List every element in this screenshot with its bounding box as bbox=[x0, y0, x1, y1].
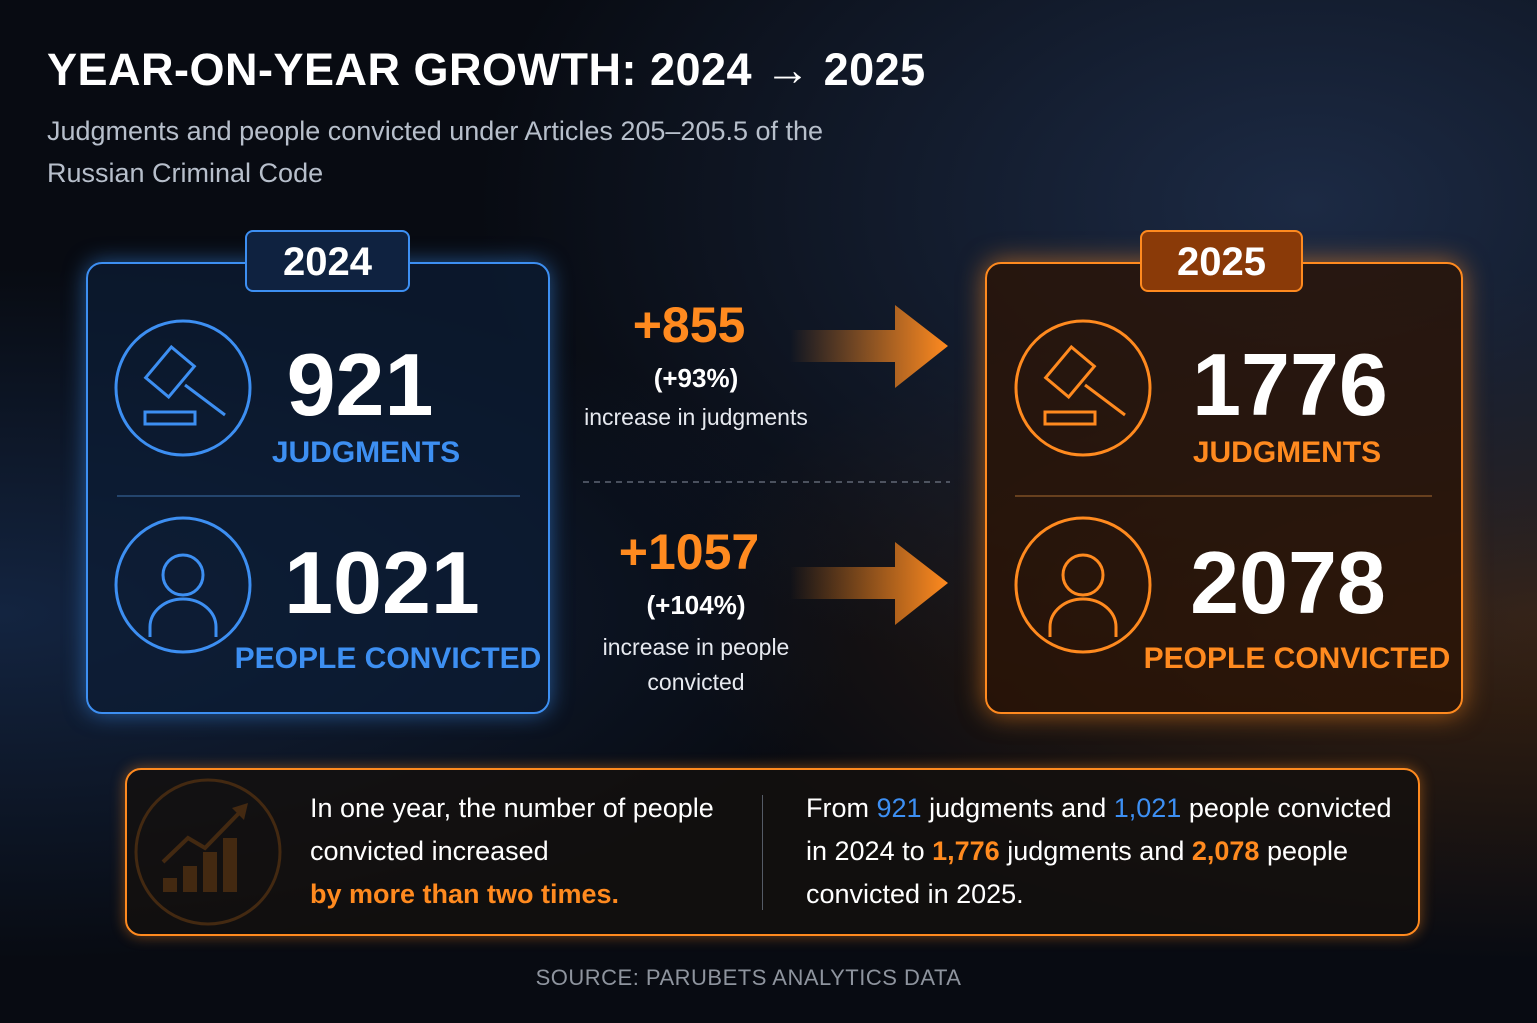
gavel-icon bbox=[1014, 319, 1152, 457]
summary-box bbox=[125, 768, 1420, 936]
summary-text: In one year, the number of people convic… bbox=[310, 793, 714, 866]
number: 1776 bbox=[1192, 335, 1388, 434]
divider bbox=[762, 795, 763, 910]
summary-text: people convicted in 2025. bbox=[806, 836, 1349, 909]
summary-highlight: by more than two times. bbox=[310, 879, 620, 909]
summary-number: 1,021 bbox=[1113, 793, 1182, 823]
percent: (+104%) bbox=[646, 590, 746, 620]
gavel-icon bbox=[114, 319, 252, 457]
label: JUDGMENTS bbox=[1192, 436, 1382, 469]
arrow bbox=[790, 305, 948, 388]
person-icon bbox=[114, 516, 252, 654]
subtitle: Judgments and people convicted under Art… bbox=[47, 116, 824, 188]
number: 2078 bbox=[1190, 533, 1386, 632]
number: 921 bbox=[286, 335, 434, 434]
summary-text: judgments and bbox=[929, 793, 1107, 823]
label: JUDGMENTS bbox=[271, 436, 461, 469]
delta: +855 bbox=[632, 297, 746, 353]
label: PEOPLE CONVICTED bbox=[1143, 642, 1451, 675]
summary-number: 1,776 bbox=[932, 836, 1000, 866]
person-icon bbox=[1014, 516, 1152, 654]
number: 1021 bbox=[284, 533, 480, 632]
summary-number: 2,078 bbox=[1191, 836, 1260, 866]
title: YEAR-ON-YEAR GROWTH: 2024 → 2025 bbox=[47, 44, 926, 95]
summary-text: people convicted in 2024 to bbox=[806, 793, 1392, 866]
percent: (+93%) bbox=[653, 363, 739, 393]
caption: increase in judgments bbox=[584, 404, 808, 430]
summary-left: In one year, the number of people convic… bbox=[310, 787, 730, 916]
panel-2025 bbox=[985, 262, 1463, 714]
label: PEOPLE CONVICTED bbox=[234, 642, 542, 675]
summary-right: From 921 judgments and 1,021 people conv… bbox=[806, 787, 1396, 916]
year-tab: 2025 bbox=[1140, 230, 1303, 292]
caption: increase in people convicted bbox=[602, 634, 790, 695]
summary-text: From bbox=[806, 793, 869, 823]
year-tab: 2024 bbox=[245, 230, 410, 292]
arrow bbox=[790, 542, 948, 625]
delta: +1057 bbox=[618, 524, 760, 580]
summary-number: 921 bbox=[876, 793, 922, 823]
summary-text: judgments and bbox=[1007, 836, 1185, 866]
panel-2024 bbox=[86, 262, 550, 714]
source: SOURCE: PARUBETS ANALYTICS DATA bbox=[535, 965, 962, 990]
